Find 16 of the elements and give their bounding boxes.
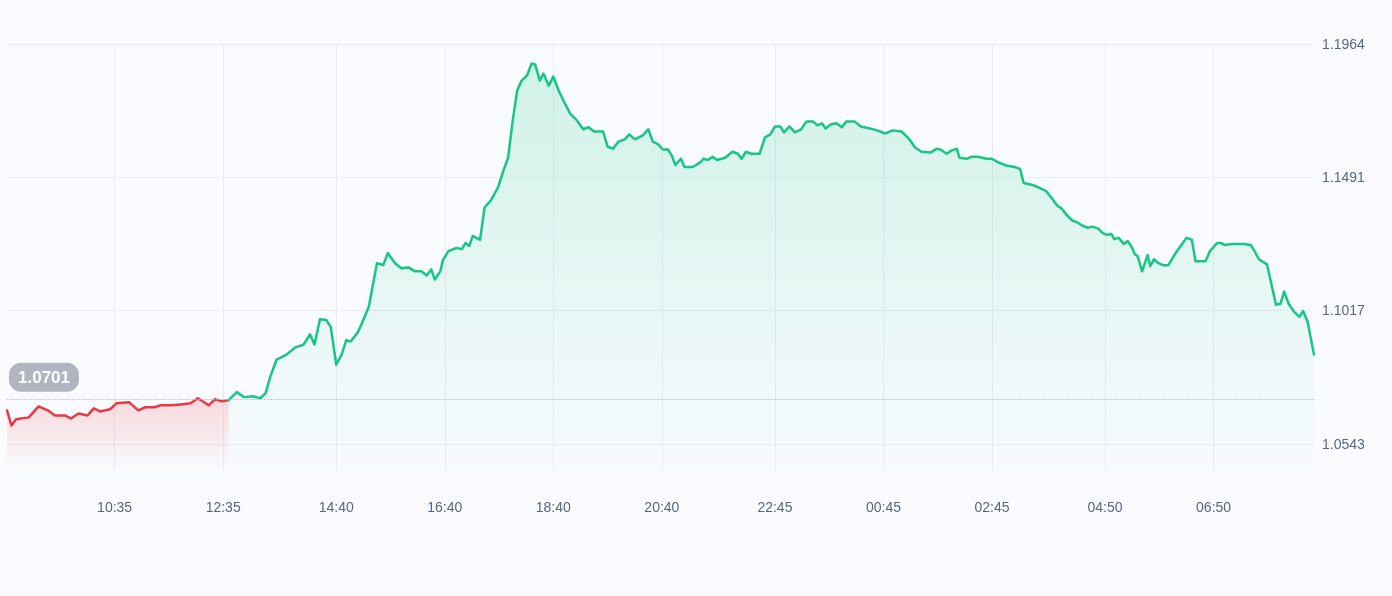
ref-line-label: 1.0701 bbox=[18, 367, 70, 387]
x-tick-label: 02:45 bbox=[974, 499, 1010, 515]
x-tick-label: 04:50 bbox=[1087, 499, 1123, 515]
x-tick-label: 16:40 bbox=[427, 499, 463, 515]
y-tick-label: 1.0543 bbox=[1322, 435, 1366, 452]
x-tick-label: 14:40 bbox=[318, 499, 354, 515]
x-tick-label: 22:45 bbox=[757, 499, 793, 515]
x-tick-label: 12:35 bbox=[205, 499, 241, 515]
x-tick-label: 06:50 bbox=[1196, 499, 1232, 515]
y-tick-label: 1.1491 bbox=[1322, 169, 1366, 186]
x-tick-label: 18:40 bbox=[535, 499, 572, 515]
x-tick-label: 20:40 bbox=[644, 499, 680, 515]
y-tick-label: 1.1964 bbox=[1322, 36, 1366, 52]
x-tick-label: 00:45 bbox=[865, 499, 902, 515]
x-tick-label: 10:35 bbox=[97, 499, 133, 515]
y-tick-label: 1.1017 bbox=[1322, 302, 1366, 319]
